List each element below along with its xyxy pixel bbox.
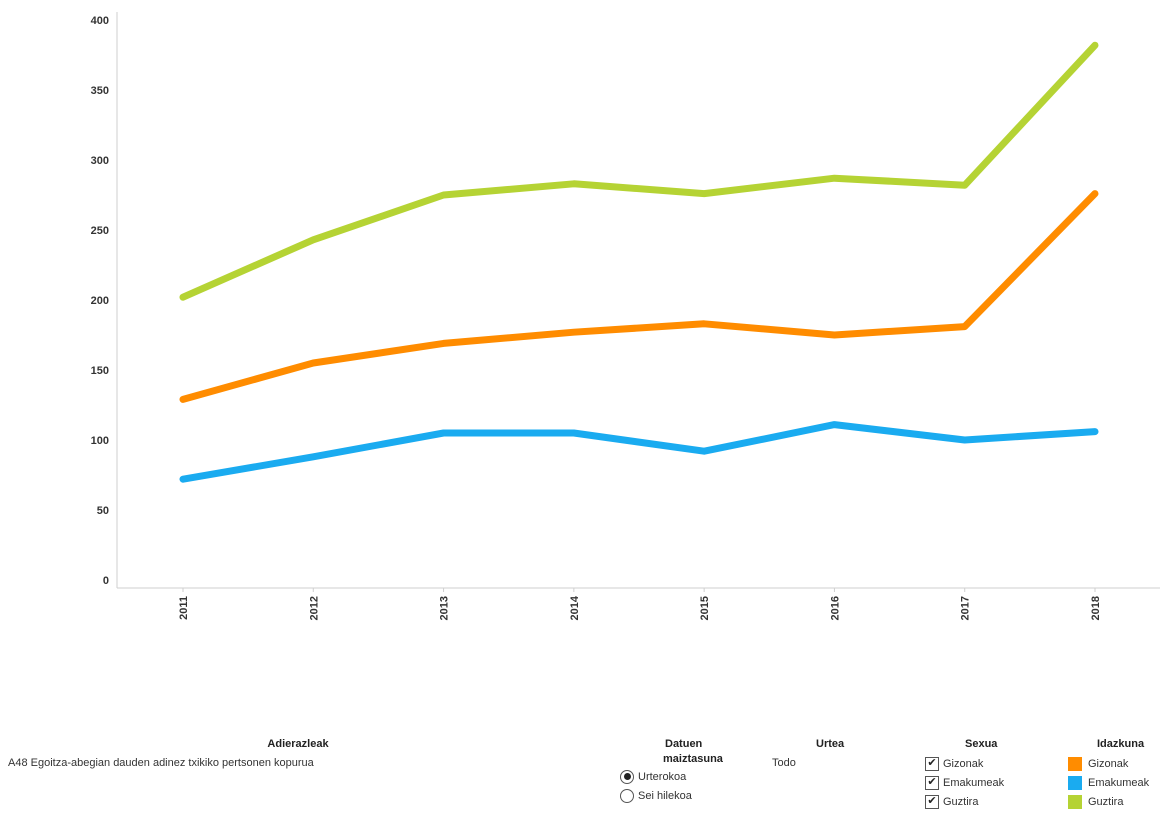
y-tick-label: 250: [91, 225, 109, 237]
radio-button-selected[interactable]: [620, 769, 634, 784]
x-tick-labels: 2011 2012 2013 2014 2015 2016 2017 2018: [178, 588, 1102, 620]
x-tick-label: 2016: [829, 596, 841, 620]
x-tick-label: 2017: [960, 596, 972, 620]
legend-item-emakumeak[interactable]: Emakumeak: [1068, 773, 1168, 792]
checkbox-option-gizonak[interactable]: ✔ Gizonak: [925, 754, 1045, 773]
filter-datuen-maiztasuna: Datuen maiztasuna Urterokoa Sei hilekoa: [620, 737, 760, 805]
y-tick-label: 50: [97, 505, 109, 517]
checkbox-label-emakumeak: Emakumeak: [943, 776, 1005, 789]
checkbox-label-guztira: Guztira: [943, 795, 979, 808]
x-tick-label: 2018: [1090, 596, 1102, 620]
legend-label-emakumeak: Emakumeak: [1088, 776, 1150, 789]
x-tick-label: 2013: [439, 596, 451, 620]
series-lines: [179, 41, 1099, 483]
x-tick-label: 2015: [699, 596, 711, 620]
filter-maiztasuna-title: Datuen maiztasuna: [620, 737, 760, 767]
radio-dot: [623, 773, 631, 780]
filter-urtea-title: Urtea: [816, 738, 845, 750]
legend-item-gizonak[interactable]: Gizonak: [1068, 754, 1168, 773]
legend-title: Idazkuna: [1097, 738, 1145, 750]
checkbox-checked[interactable]: ✔: [925, 775, 939, 790]
filter-sexua-title: Sexua: [965, 738, 998, 750]
legend-label-guztira: Guztira: [1088, 795, 1124, 808]
legend-label-gizonak: Gizonak: [1088, 757, 1129, 770]
checkbox-option-guztira[interactable]: ✔ Guztira: [925, 792, 1045, 811]
y-tick-label: 100: [91, 435, 109, 447]
radio-option-sei-hilekoa[interactable]: Sei hilekoa: [620, 786, 760, 805]
radio-option-urterokoa[interactable]: Urterokoa: [620, 767, 760, 786]
y-tick-label: 0: [103, 575, 109, 587]
series-line-emakumeak[interactable]: [179, 421, 1099, 483]
legend-swatch-gizonak: [1068, 756, 1082, 771]
y-tick-label: 400: [91, 15, 109, 27]
y-tick-labels: 0 50 100 150 200 250 300 350 400: [91, 15, 109, 587]
radio-button[interactable]: [620, 788, 634, 803]
radio-label-urterokoa: Urterokoa: [638, 770, 687, 783]
legend-swatch-guztira: [1068, 794, 1082, 809]
checkbox-checked[interactable]: ✔: [925, 756, 939, 771]
legend-swatch-emakumeak: [1068, 775, 1082, 790]
filter-maiztasuna-title-line2: maiztasuna: [663, 753, 723, 765]
radio-label-sei-hilekoa: Sei hilekoa: [638, 789, 692, 802]
filter-urtea-value[interactable]: Todo: [772, 757, 796, 769]
x-tick-label: 2014: [569, 595, 581, 620]
checkbox-option-emakumeak[interactable]: ✔ Emakumeak: [925, 773, 1045, 792]
legend-idazkuna: Idazkuna Gizonak Emakumeak Guztira: [1068, 737, 1168, 811]
y-tick-label: 350: [91, 85, 109, 97]
checkbox-checked[interactable]: ✔: [925, 794, 939, 809]
filter-urtea: Urtea Todo: [772, 737, 882, 769]
series-line-guztira[interactable]: [179, 41, 1099, 301]
filter-adierazleak-title: Adierazleak: [267, 738, 329, 750]
series-line-gizonak[interactable]: [179, 190, 1099, 403]
y-tick-label: 300: [91, 155, 109, 167]
y-tick-label: 200: [91, 295, 109, 307]
legend-item-guztira[interactable]: Guztira: [1068, 792, 1168, 811]
filter-adierazleak: Adierazleak A48 Egoitza-abegian dauden a…: [8, 737, 588, 769]
filter-adierazleak-value[interactable]: A48 Egoitza-abegian dauden adinez txikik…: [8, 757, 314, 769]
filter-maiztasuna-title-line1: Datuen: [665, 738, 703, 750]
y-tick-label: 150: [91, 365, 109, 377]
chart-axes: [116, 12, 1160, 589]
x-tick-label: 2011: [178, 596, 190, 620]
checkbox-label-gizonak: Gizonak: [943, 757, 984, 770]
x-tick-label: 2012: [308, 596, 320, 620]
filter-sexua: Sexua ✔ Gizonak ✔ Emakumeak ✔ Guztira: [925, 737, 1045, 811]
